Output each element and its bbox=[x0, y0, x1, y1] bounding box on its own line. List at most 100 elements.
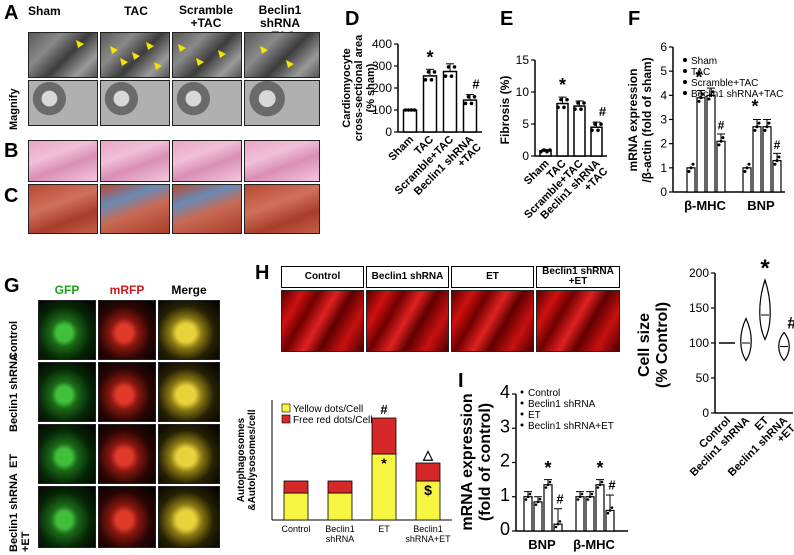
data-point bbox=[443, 74, 448, 78]
significance-mark: △ bbox=[422, 447, 434, 462]
y-tick-label: 5 bbox=[522, 117, 529, 131]
data-point bbox=[429, 78, 434, 82]
data-point bbox=[449, 74, 454, 78]
data-point bbox=[469, 101, 474, 106]
legend-label: Sham bbox=[691, 56, 717, 67]
legend-marker bbox=[683, 80, 687, 84]
row-label-beclin1: Beclin1 shRNA bbox=[8, 353, 20, 432]
data-point bbox=[593, 122, 597, 126]
y-tick-label: 6 bbox=[660, 40, 667, 54]
violin bbox=[759, 278, 771, 341]
significance-mark: # bbox=[380, 402, 388, 417]
data-point bbox=[536, 500, 540, 504]
legend-label: Control bbox=[528, 388, 560, 399]
em-image-beclin1-tac bbox=[244, 32, 320, 78]
data-point bbox=[565, 97, 569, 102]
y-tick-label: 0 bbox=[522, 149, 529, 163]
header-sham: Sham bbox=[28, 4, 61, 18]
data-point bbox=[556, 105, 560, 110]
data-point bbox=[524, 498, 528, 501]
x-tick-label: BNP bbox=[528, 537, 556, 552]
em-magnify-tac bbox=[100, 80, 170, 126]
data-point bbox=[719, 139, 723, 143]
data-point bbox=[548, 480, 552, 484]
legend-label: Free red dots/Cell bbox=[293, 415, 372, 426]
bar-yellow bbox=[327, 492, 353, 521]
data-point bbox=[432, 70, 437, 74]
data-point bbox=[743, 169, 747, 173]
data-point bbox=[579, 107, 583, 111]
data-point bbox=[699, 96, 703, 100]
y-tick-label: 0 bbox=[500, 519, 510, 539]
header-mrfp: mRFP bbox=[109, 283, 145, 297]
he-image-sham bbox=[28, 140, 98, 182]
bar-red bbox=[371, 417, 397, 455]
significance-mark: * bbox=[559, 75, 566, 95]
panel-label-f: F bbox=[628, 8, 641, 30]
significance-mark: # bbox=[472, 77, 480, 92]
data-point bbox=[534, 503, 538, 506]
gfp-image-beclin1 bbox=[38, 362, 96, 422]
cell-image-control bbox=[281, 290, 364, 352]
bar bbox=[523, 496, 533, 532]
data-point bbox=[538, 497, 542, 501]
yellow-arrow-icon bbox=[76, 40, 294, 70]
header-tac: TAC bbox=[124, 4, 148, 18]
data-point bbox=[412, 108, 417, 112]
legend-marker bbox=[520, 401, 524, 405]
data-point bbox=[598, 483, 602, 487]
cell-image-beclin1 bbox=[366, 290, 449, 352]
data-point bbox=[556, 522, 560, 526]
x-tick-label: BNP bbox=[747, 198, 775, 213]
arrow-markers bbox=[76, 40, 294, 70]
bar bbox=[556, 102, 569, 157]
significance-mark: * bbox=[544, 458, 551, 478]
y-tick-label: 150 bbox=[689, 301, 709, 315]
legend-marker bbox=[683, 58, 687, 62]
bar bbox=[585, 496, 595, 532]
panel-label-a: A bbox=[4, 2, 19, 24]
bar-yellow bbox=[283, 492, 309, 521]
merge-image-et bbox=[158, 424, 220, 484]
significance-mark: * bbox=[596, 458, 603, 478]
data-point bbox=[548, 148, 552, 152]
y-tick-label: 5 bbox=[660, 64, 667, 78]
significance-mark: $ bbox=[424, 482, 432, 498]
gfp-image-control bbox=[38, 300, 96, 360]
y-tick-label: 1 bbox=[500, 485, 510, 505]
row-label-beclin1-et: Beclin1 shRNA +ET bbox=[8, 473, 32, 552]
significance-mark: # bbox=[599, 104, 607, 119]
data-point bbox=[588, 495, 592, 499]
gfp-image-et bbox=[38, 424, 96, 484]
data-point bbox=[544, 486, 548, 489]
y-tick-label: 0 bbox=[702, 406, 709, 420]
x-tick-label: β-MHC bbox=[573, 537, 615, 552]
bar bbox=[573, 105, 586, 157]
significance-mark: # bbox=[787, 314, 794, 333]
cell-image-et bbox=[451, 290, 534, 352]
y-tick-label: 15 bbox=[516, 53, 530, 67]
bar bbox=[533, 501, 543, 532]
data-point bbox=[777, 155, 781, 159]
y-tick-label: 100 bbox=[689, 336, 709, 350]
violin bbox=[740, 317, 752, 362]
legend-label: TAC bbox=[691, 67, 710, 78]
significance-mark: # bbox=[774, 138, 781, 152]
legend-swatch bbox=[281, 414, 291, 424]
data-point bbox=[610, 506, 614, 510]
data-point bbox=[582, 101, 586, 105]
panel-label-e: E bbox=[500, 8, 514, 30]
bar bbox=[706, 94, 716, 193]
data-point bbox=[562, 105, 566, 110]
data-point bbox=[753, 128, 757, 132]
data-point bbox=[596, 128, 600, 133]
y-tick-label: 3 bbox=[500, 416, 510, 436]
y-axis-label: Fibrosis (%) bbox=[498, 76, 512, 145]
y-tick-label: 3 bbox=[660, 113, 667, 127]
trichrome-image-scramble-tac bbox=[172, 184, 242, 234]
data-point bbox=[596, 486, 600, 489]
legend-swatch bbox=[281, 403, 291, 413]
y-axis-label: mRNA expression(fold of control) bbox=[459, 393, 494, 530]
x-tick-label: Beclin1 shRNA bbox=[325, 524, 355, 544]
